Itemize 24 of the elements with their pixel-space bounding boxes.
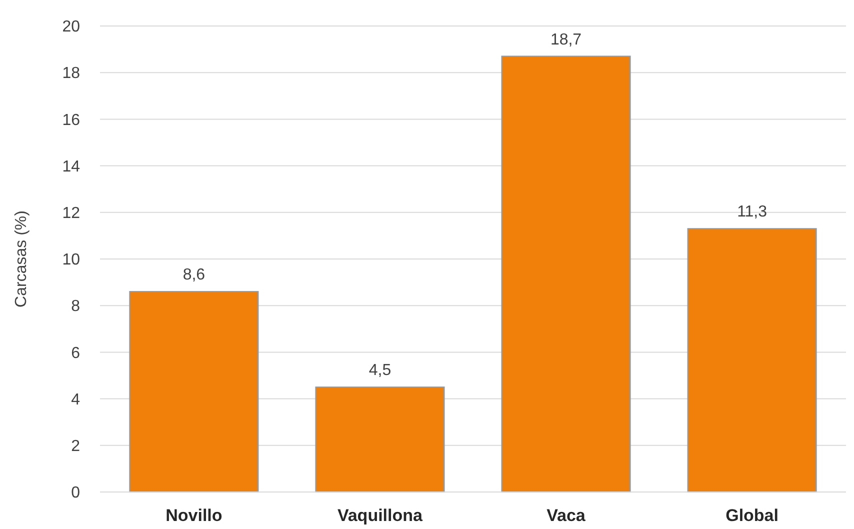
y-tick-label: 0 bbox=[71, 484, 80, 502]
y-tick-label: 18 bbox=[62, 65, 80, 82]
data-label: 8,6 bbox=[182, 266, 206, 284]
y-tick-label: 8 bbox=[71, 298, 80, 316]
y-tick-label: 2 bbox=[71, 438, 80, 455]
x-tick-label: Vaquillona bbox=[337, 506, 424, 525]
bar bbox=[687, 228, 817, 493]
x-tick-label: Global bbox=[726, 506, 779, 525]
data-label: 18,7 bbox=[550, 31, 582, 48]
y-tick-label: 16 bbox=[62, 112, 80, 129]
bar bbox=[129, 291, 259, 493]
y-tick-label: 6 bbox=[71, 344, 80, 362]
y-tick-label: 12 bbox=[62, 205, 80, 222]
x-tick-label: Novillo bbox=[166, 506, 222, 525]
y-axis-title: Carcasas (%) bbox=[13, 210, 30, 308]
data-label: 4,5 bbox=[368, 362, 392, 380]
y-tick-label: 20 bbox=[62, 18, 80, 36]
bar bbox=[501, 56, 631, 493]
y-tick-label: 4 bbox=[71, 391, 80, 408]
data-label: 11,3 bbox=[737, 204, 768, 221]
bar bbox=[315, 386, 445, 493]
y-tick-label: 14 bbox=[62, 158, 80, 176]
y-tick-label: 10 bbox=[62, 252, 80, 269]
x-tick-label: Vaca bbox=[546, 506, 586, 525]
